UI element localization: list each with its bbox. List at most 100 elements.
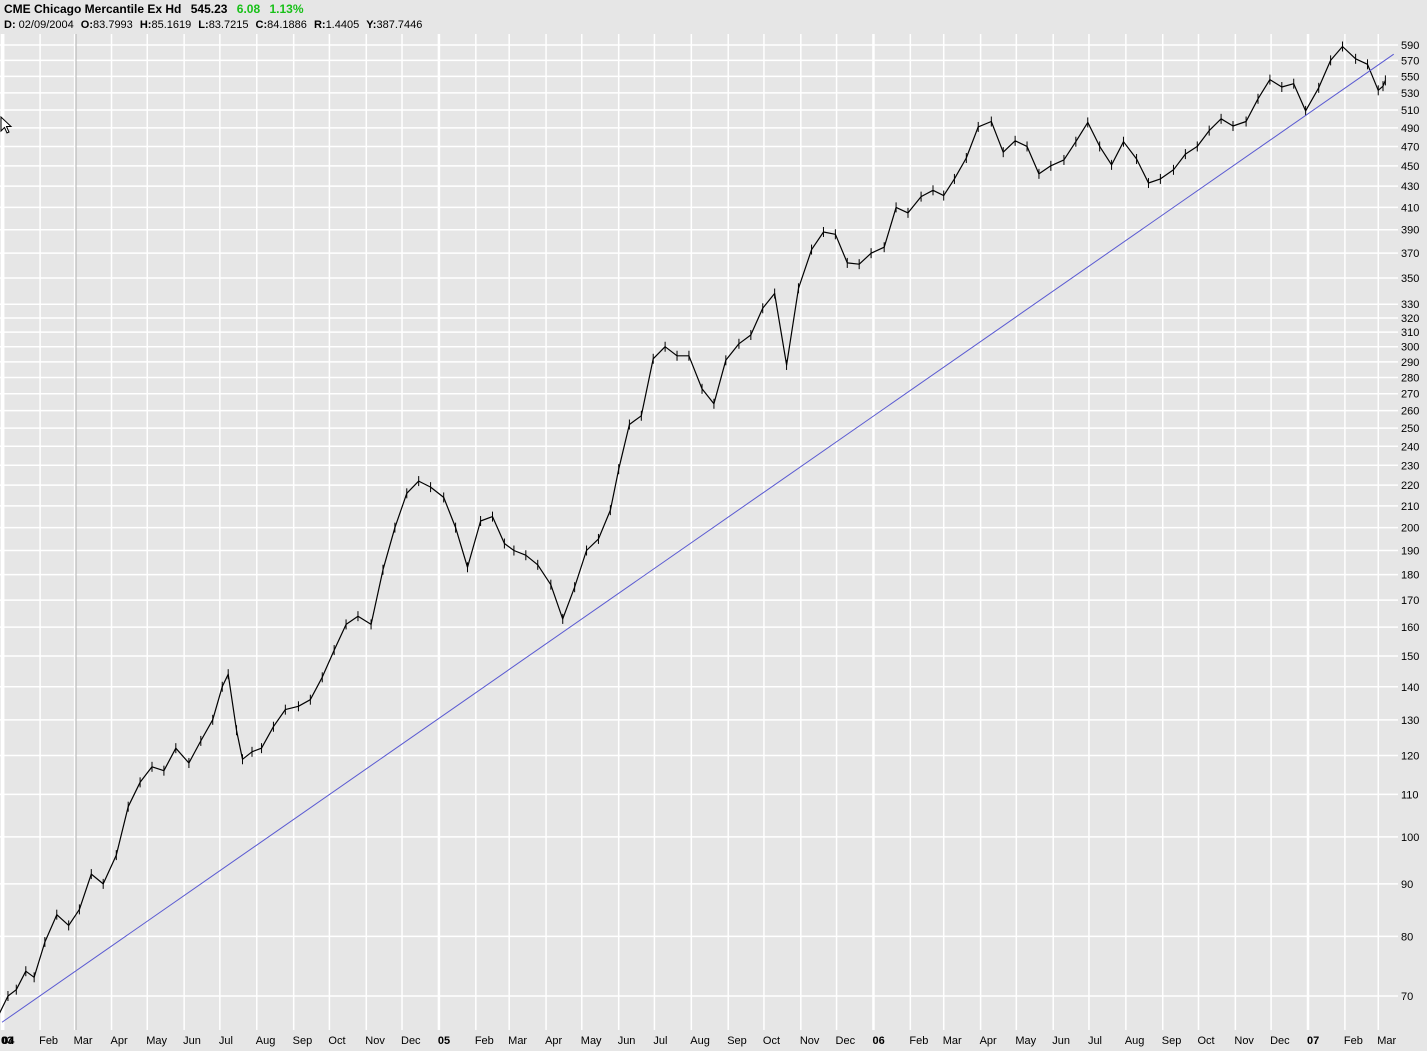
high-label: H: [139, 19, 152, 31]
x-tick-label: Apr [545, 1035, 562, 1047]
close-value: 84.1886 [267, 19, 307, 31]
x-tick-label: 04 [2, 1035, 15, 1047]
y-tick-label: 250 [1401, 423, 1419, 435]
x-tick-label: Nov [365, 1035, 385, 1047]
y-tick-label: 210 [1401, 501, 1419, 513]
y-tick-label: 280 [1401, 373, 1419, 385]
y-value: 387.7446 [376, 19, 423, 31]
y-tick-label: 130 [1401, 715, 1419, 727]
y-tick-label: 550 [1401, 71, 1419, 83]
x-tick-label: Feb [39, 1035, 58, 1047]
price-series-line [0, 45, 1386, 1014]
y-tick-label: 230 [1401, 460, 1419, 472]
y-tick-label: 410 [1401, 202, 1419, 214]
y-tick-label: 370 [1401, 248, 1419, 260]
low-value: 83.7215 [208, 19, 249, 31]
close-label: C: [255, 19, 268, 31]
x-tick-label: May [146, 1035, 167, 1047]
date-value: 02/09/2004 [18, 19, 74, 31]
plot-area [0, 34, 1398, 1030]
date-label: D: [4, 19, 16, 31]
y-tick-label: 180 [1401, 570, 1419, 582]
y-tick-label: 120 [1401, 751, 1419, 763]
y-tick-label: 430 [1401, 181, 1419, 193]
y-tick-label: 110 [1401, 789, 1419, 801]
y-tick-label: 290 [1401, 357, 1419, 369]
last-price: 545.23 [190, 2, 228, 16]
x-tick-label: 06 [872, 1035, 884, 1047]
x-tick-label: 05 [438, 1035, 450, 1047]
x-tick-label: Dec [1270, 1035, 1290, 1047]
y-tick-label: 200 [1401, 523, 1419, 535]
y-tick-label: 570 [1401, 55, 1419, 67]
x-tick-label: Nov [800, 1035, 820, 1047]
x-tick-label: Sep [1162, 1035, 1182, 1047]
range-label: R: [313, 19, 326, 31]
price-change: 6.08 [236, 2, 261, 16]
x-tick-label: Feb [1344, 1035, 1363, 1047]
x-tick-label: Mar [508, 1035, 527, 1047]
open-label: O: [80, 19, 94, 31]
y-label: Y: [366, 19, 377, 31]
x-tick-label: Jun [183, 1035, 201, 1047]
x-tick-label: Jul [1088, 1035, 1102, 1047]
y-tick-label: 160 [1401, 622, 1419, 634]
x-tick-label: May [1015, 1035, 1036, 1047]
y-tick-label: 350 [1401, 273, 1419, 285]
x-tick-label: Mar [74, 1035, 93, 1047]
x-tick-label: Aug [256, 1035, 276, 1047]
y-tick-label: 240 [1401, 441, 1419, 453]
y-tick-label: 80 [1401, 931, 1413, 943]
y-tick-label: 90 [1401, 879, 1413, 891]
x-tick-label: Jun [1052, 1035, 1070, 1047]
x-tick-label: Aug [690, 1035, 710, 1047]
x-tick-label: Dec [401, 1035, 421, 1047]
x-tick-label: Jul [653, 1035, 667, 1047]
y-tick-label: 590 [1401, 40, 1419, 52]
x-tick-label: Feb [475, 1035, 494, 1047]
y-tick-label: 260 [1401, 406, 1419, 418]
y-tick-label: 530 [1401, 88, 1419, 100]
x-tick-label: Aug [1125, 1035, 1145, 1047]
y-axis-panel [1398, 34, 1427, 1051]
x-tick-label: Oct [1197, 1035, 1214, 1047]
x-tick-label: Apr [111, 1035, 128, 1047]
y-tick-label: 450 [1401, 161, 1419, 173]
x-tick-label: Jun [618, 1035, 636, 1047]
high-value: 85.1619 [151, 19, 192, 31]
x-tick-label: Jul [219, 1035, 233, 1047]
y-tick-label: 470 [1401, 141, 1419, 153]
x-tick-label: Mar [943, 1035, 962, 1047]
price-change-percent: 1.13% [269, 2, 304, 16]
trendline [1, 53, 1395, 1023]
y-tick-label: 220 [1401, 480, 1419, 492]
y-tick-label: 320 [1401, 313, 1419, 325]
y-tick-label: 70 [1401, 991, 1413, 1003]
y-tick-label: 140 [1401, 682, 1419, 694]
symbol-name: CME Chicago Mercantile Ex Hd [4, 2, 182, 16]
y-tick-label: 300 [1401, 342, 1419, 354]
x-tick-label: Mar [1377, 1035, 1396, 1047]
y-tick-label: 330 [1401, 299, 1419, 311]
mouse-pointer-icon [0, 116, 13, 134]
x-tick-label: Nov [1234, 1035, 1254, 1047]
y-tick-label: 310 [1401, 327, 1419, 339]
x-tick-label: Apr [980, 1035, 997, 1047]
chart-header: CME Chicago Mercantile Ex Hd 545.23 6.08… [0, 0, 1427, 34]
x-tick-label: Sep [727, 1035, 747, 1047]
x-tick-label: Dec [836, 1035, 856, 1047]
x-tick-label: 03 [1, 1035, 13, 1047]
y-tick-label: 170 [1401, 595, 1419, 607]
title-row: CME Chicago Mercantile Ex Hd 545.23 6.08… [4, 2, 310, 16]
y-tick-label: 510 [1401, 105, 1419, 117]
low-label: L: [198, 19, 209, 31]
y-tick-label: 100 [1401, 832, 1419, 844]
y-tick-label: 150 [1401, 651, 1419, 663]
y-tick-label: 190 [1401, 546, 1419, 558]
range-value: 1.4405 [325, 19, 360, 31]
x-tick-label: Oct [763, 1035, 780, 1047]
ohlc-readout: D: 02/09/2004 O:83.7993 H:85.1619 L:83.7… [4, 19, 426, 31]
y-tick-label: 270 [1401, 389, 1419, 401]
x-tick-label: May [581, 1035, 602, 1047]
